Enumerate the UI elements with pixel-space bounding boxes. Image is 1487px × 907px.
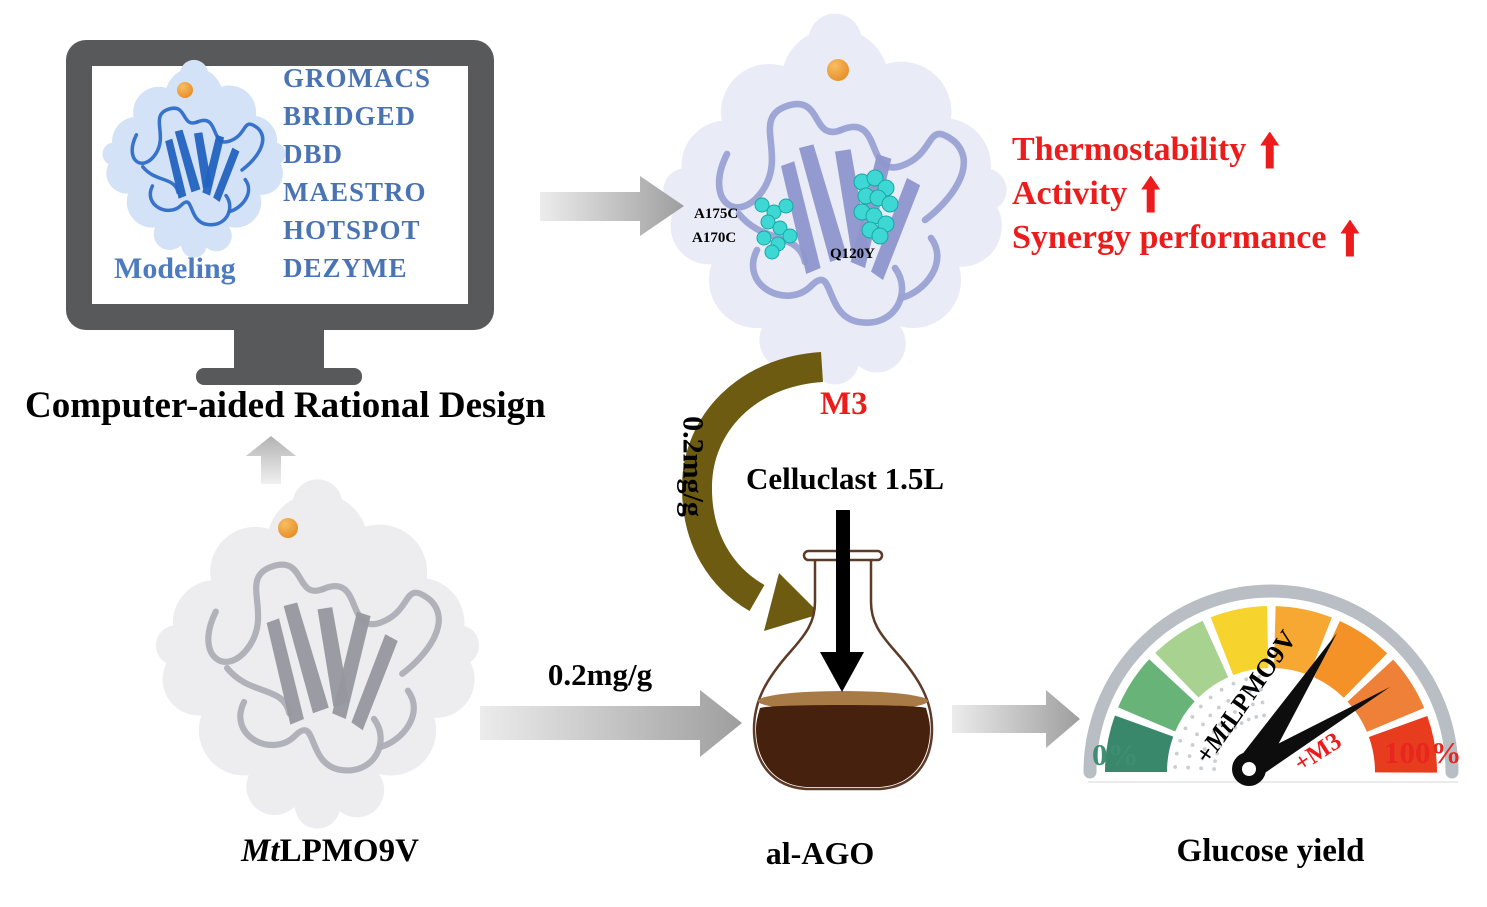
wildtype-name-italic: Mt xyxy=(241,833,280,869)
gauge-max-label: 100% xyxy=(1384,735,1462,770)
gauge-pivot-center xyxy=(1242,762,1256,776)
arrow-flask-to-gauge xyxy=(952,690,1080,748)
benefit-thermostability: Thermostability xyxy=(1012,128,1359,172)
gauge-needle-wildtype xyxy=(1237,633,1337,777)
arrow-mutant-to-flask xyxy=(681,352,824,631)
mutation-label-q120y: Q120Y xyxy=(830,246,875,262)
flask-liquid xyxy=(756,705,930,787)
mutant-name: M3 xyxy=(820,386,868,422)
gauge-needle-m3 xyxy=(1244,687,1390,779)
gauge-segments xyxy=(1105,606,1437,774)
benefit-activity: Activity xyxy=(1012,172,1359,216)
gauge xyxy=(1083,584,1459,786)
gauge-min-label: 0% xyxy=(1092,737,1139,772)
benefit-list: Thermostability Activity Synergy perform… xyxy=(1012,128,1360,260)
benefit-synergy: Synergy performance xyxy=(1012,216,1360,260)
software-item: DEZYME xyxy=(283,253,408,283)
arrow-wildtype-to-monitor xyxy=(246,436,296,484)
arrow-celluclast-into-flask xyxy=(820,510,864,692)
wildtype-name: MtLPMO9V xyxy=(225,833,435,869)
increase-arrow-icon xyxy=(1260,131,1280,169)
mutant-dose-label: 0.2mg/g xyxy=(676,416,710,517)
arrow-wildtype-to-flask xyxy=(480,690,742,757)
mutation-label-a175c: A175C xyxy=(694,206,739,222)
gauge-dots xyxy=(1173,674,1266,771)
celluclast-label: Celluclast 1.5L xyxy=(745,461,945,496)
software-list: GROMACS BRIDGED DBD MAESTRO HOTSPOT DEZY… xyxy=(283,63,431,292)
benefit-text: Thermostability xyxy=(1012,131,1247,169)
copper-ion-wildtype xyxy=(278,518,298,538)
software-item: DBD xyxy=(283,139,344,169)
modeling-label: Modeling xyxy=(114,252,236,285)
increase-arrow-icon xyxy=(1340,219,1360,257)
wildtype-name-rest: LPMO9V xyxy=(279,833,419,869)
mutation-label-a170c: A170C xyxy=(692,230,737,246)
protein-wildtype-gray xyxy=(155,479,480,829)
substrate-label: al-AGO xyxy=(765,835,875,871)
arrow-monitor-to-mutant xyxy=(540,176,684,236)
mutation-spheres-right xyxy=(853,169,899,245)
software-item: MAESTRO xyxy=(283,177,427,207)
benefit-text: Activity xyxy=(1012,175,1128,213)
software-item: GROMACS xyxy=(283,63,431,93)
benefit-text: Synergy performance xyxy=(1012,219,1327,257)
wildtype-dose-label: 0.2mg/g xyxy=(547,657,653,692)
mutation-spheres-left xyxy=(754,197,798,260)
computer-aided-design-caption: Computer-aided Rational Design xyxy=(25,385,546,426)
increase-arrow-icon xyxy=(1141,175,1161,213)
software-item: HOTSPOT xyxy=(283,215,421,245)
copper-ion-mutant xyxy=(827,59,849,81)
software-item: BRIDGED xyxy=(283,101,417,131)
gauge-caption: Glucose yield xyxy=(1176,833,1365,869)
copper-ion-model xyxy=(177,82,193,98)
